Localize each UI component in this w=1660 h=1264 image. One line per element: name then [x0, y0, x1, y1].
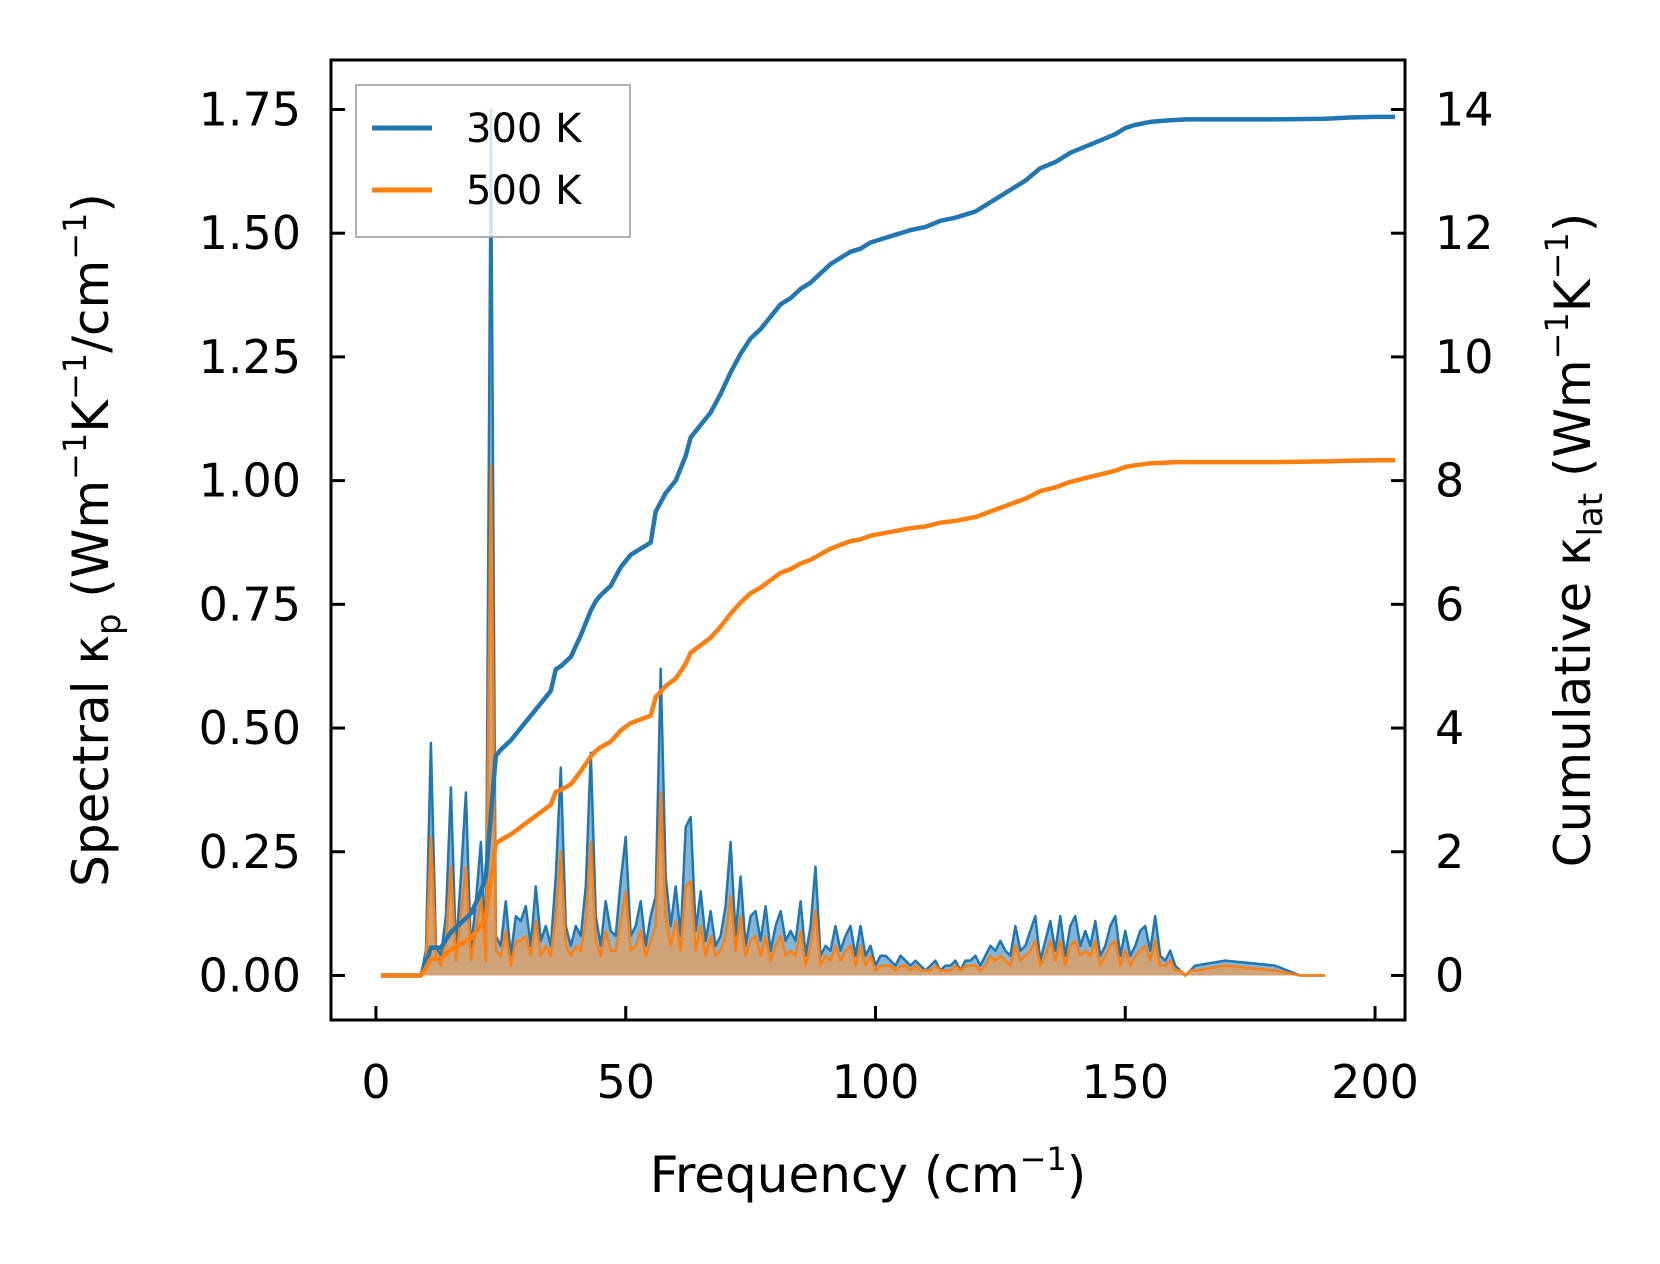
left-y-axis-ticks: 0.00 0.25 0.50 0.75 1.00 1.25 1.50 1.75 [199, 82, 345, 1002]
legend-label-500k: 500 K [466, 168, 583, 214]
left-y-tick-label: 1.25 [199, 330, 301, 384]
legend-box [355, 84, 631, 238]
right-y-axis-ticks: 0 2 4 6 8 10 12 14 [1391, 82, 1494, 1002]
left-y-tick-label: 1.75 [199, 82, 301, 136]
right-y-tick-label: 8 [1435, 454, 1464, 508]
x-axis-ticks: 0 50 100 150 200 [361, 1006, 1419, 1109]
spectral-300k-line [381, 108, 1326, 977]
left-y-tick-label: 0.75 [199, 577, 301, 631]
x-tick-label: 150 [1081, 1055, 1169, 1109]
plot-area [381, 108, 1395, 978]
legend: 300 K 500 K [355, 84, 631, 238]
right-y-tick-label: 2 [1435, 825, 1464, 879]
right-y-axis-label: Cumulative κlat (Wm−1K−1) [1538, 213, 1611, 868]
right-y-tick-label: 12 [1435, 206, 1494, 260]
x-tick-label: 0 [361, 1055, 390, 1109]
left-y-tick-label: 1.00 [199, 454, 301, 508]
right-y-tick-label: 10 [1435, 330, 1494, 384]
spectral-500k-line [381, 464, 1326, 977]
x-axis-label: Frequency (cm−1) [650, 1140, 1087, 1204]
x-tick-label: 50 [596, 1055, 655, 1109]
x-tick-label: 200 [1331, 1055, 1419, 1109]
cumulative-500k-line [381, 457, 1395, 978]
left-y-tick-label: 0.50 [199, 701, 301, 755]
legend-label-300k: 300 K [466, 106, 583, 152]
right-y-tick-label: 6 [1435, 577, 1464, 631]
axes-frame [329, 58, 1407, 1022]
right-y-tick-label: 0 [1435, 948, 1464, 1002]
cumulative-300k-line [381, 114, 1395, 978]
left-y-tick-label: 1.50 [199, 206, 301, 260]
left-y-axis-label: Spectral κp (Wm−1K−1/cm−1) [56, 193, 129, 887]
right-y-tick-label: 14 [1435, 82, 1494, 136]
right-y-tick-label: 4 [1435, 701, 1464, 755]
x-tick-label: 100 [832, 1055, 920, 1109]
left-y-tick-label: 0.25 [199, 825, 301, 879]
left-y-tick-label: 0.00 [199, 948, 301, 1002]
